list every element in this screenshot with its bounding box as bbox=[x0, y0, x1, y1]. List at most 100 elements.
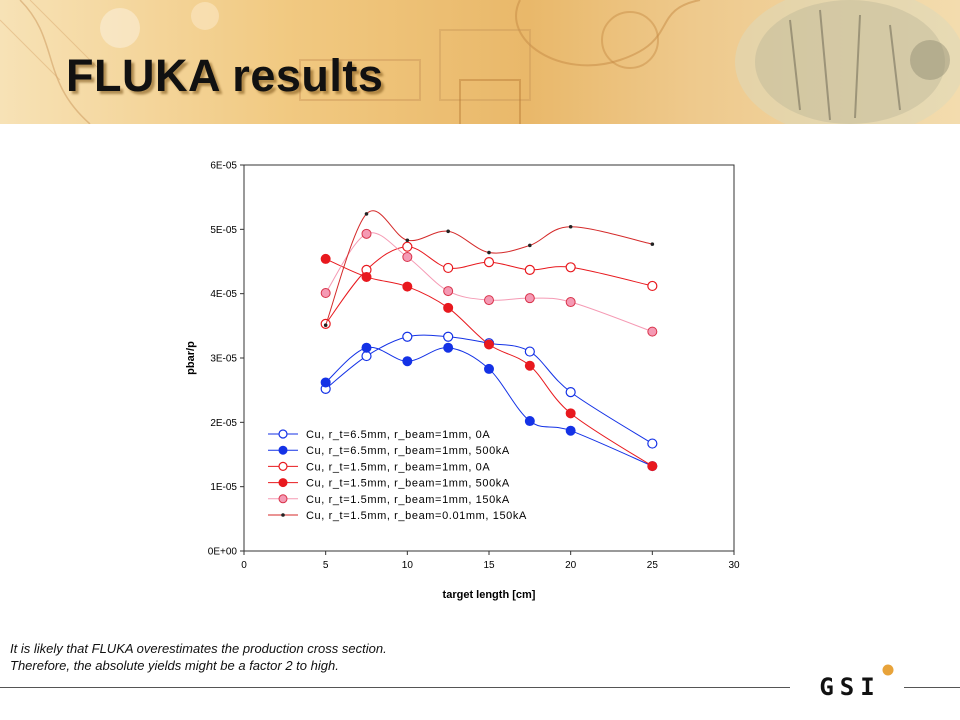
gsi-logo: GSI bbox=[819, 664, 894, 701]
data-point bbox=[483, 257, 495, 268]
footnote: It is likely that FLUKA overestimates th… bbox=[10, 640, 387, 674]
series-line bbox=[325, 334, 653, 444]
legend-label: Cu, r_t=1.5mm, r_beam=1mm, 150kA bbox=[306, 494, 510, 506]
y-tick-label: 6E-05 bbox=[210, 161, 237, 172]
x-tick-label: 10 bbox=[402, 560, 414, 571]
data-point bbox=[320, 253, 331, 264]
data-point bbox=[443, 302, 454, 313]
data-point bbox=[361, 271, 372, 282]
series-line bbox=[325, 210, 653, 326]
series-line bbox=[325, 232, 653, 333]
y-tick-label: 2E-05 bbox=[210, 418, 237, 429]
legend-item: Cu, r_t=1.5mm, r_beam=1mm, 500kA bbox=[268, 478, 510, 490]
data-point bbox=[278, 461, 288, 471]
footnote-line-1: It is likely that FLUKA overestimates th… bbox=[10, 641, 387, 656]
legend-label: Cu, r_t=6.5mm, r_beam=1mm, 0A bbox=[306, 429, 490, 441]
x-axis-label: target length [cm] bbox=[443, 589, 536, 601]
legend-label: Cu, r_t=1.5mm, r_beam=1mm, 500kA bbox=[306, 478, 510, 490]
y-tick-label: 4E-05 bbox=[210, 289, 237, 300]
legend-item: Cu, r_t=1.5mm, r_beam=0.01mm, 150kA bbox=[268, 510, 527, 522]
x-tick-label: 5 bbox=[323, 560, 329, 571]
footer-rule-right bbox=[904, 687, 960, 688]
data-point bbox=[323, 323, 328, 327]
x-tick-label: 25 bbox=[647, 560, 659, 571]
data-point bbox=[446, 229, 450, 234]
data-point bbox=[402, 241, 413, 252]
series-2 bbox=[320, 241, 658, 330]
data-point bbox=[565, 425, 576, 436]
fluka-chart: 0E+00 1E-05 2E-05 3E-05 4E-05 5E-05 6E-05 0 5 10… bbox=[185, 161, 740, 602]
data-point bbox=[443, 342, 454, 353]
data-point bbox=[443, 286, 454, 297]
data-point bbox=[402, 281, 413, 292]
series-4 bbox=[320, 228, 658, 337]
data-point bbox=[281, 513, 285, 517]
data-point bbox=[524, 360, 535, 371]
data-point bbox=[528, 243, 532, 248]
chart-legend: Cu, r_t=6.5mm, r_beam=1mm, 0A Cu, r_t=6.5… bbox=[268, 429, 527, 522]
data-point bbox=[402, 251, 413, 262]
data-point bbox=[361, 228, 372, 239]
y-tick-label: 3E-05 bbox=[210, 354, 237, 365]
chart-series bbox=[320, 210, 658, 472]
x-tick-label: 15 bbox=[483, 560, 495, 571]
data-point bbox=[484, 363, 494, 374]
y-tick-label: 5E-05 bbox=[210, 225, 237, 236]
data-point bbox=[568, 224, 573, 229]
data-point bbox=[361, 342, 372, 353]
data-point bbox=[278, 445, 288, 455]
data-point bbox=[320, 377, 331, 388]
legend-item: Cu, r_t=6.5mm, r_beam=1mm, 500kA bbox=[268, 445, 510, 457]
footer-rule-left bbox=[0, 687, 790, 688]
data-point bbox=[524, 293, 535, 304]
y-tick-label: 0E+00 bbox=[208, 547, 238, 558]
data-point bbox=[650, 242, 655, 246]
data-point bbox=[524, 346, 535, 357]
data-point bbox=[524, 264, 535, 275]
data-point bbox=[647, 280, 658, 292]
data-point bbox=[278, 429, 288, 439]
data-point bbox=[484, 295, 494, 306]
legend-item: Cu, r_t=1.5mm, r_beam=1mm, 150kA bbox=[268, 494, 510, 506]
series-5 bbox=[323, 210, 655, 327]
data-point bbox=[402, 331, 413, 342]
data-point bbox=[278, 478, 288, 488]
data-point bbox=[443, 331, 454, 342]
y-axis: 0E+00 1E-05 2E-05 3E-05 4E-05 5E-05 6E-05 bbox=[208, 161, 244, 558]
data-point bbox=[484, 339, 494, 350]
plot-area-border bbox=[243, 164, 735, 552]
legend-label: Cu, r_t=1.5mm, r_beam=1mm, 0A bbox=[306, 461, 490, 473]
header-banner bbox=[0, 0, 960, 124]
decorative-background bbox=[0, 0, 960, 124]
y-tick-label: 1E-05 bbox=[210, 482, 237, 493]
data-point bbox=[443, 262, 454, 274]
data-point bbox=[361, 350, 372, 362]
y-axis-label: pbar/p bbox=[185, 341, 197, 375]
data-point bbox=[565, 262, 576, 273]
x-tick-label: 30 bbox=[728, 560, 740, 571]
data-point bbox=[647, 461, 658, 472]
data-point bbox=[487, 250, 491, 255]
legend-item: Cu, r_t=6.5mm, r_beam=1mm, 0A bbox=[268, 429, 490, 441]
footnote-line-2: Therefore, the absolute yields might be … bbox=[10, 658, 339, 673]
x-tick-label: 20 bbox=[565, 560, 577, 571]
data-point bbox=[364, 212, 369, 216]
legend-item: Cu, r_t=1.5mm, r_beam=1mm, 0A bbox=[268, 461, 490, 473]
legend-label: Cu, r_t=6.5mm, r_beam=1mm, 500kA bbox=[306, 445, 510, 457]
data-point bbox=[565, 297, 576, 308]
data-point bbox=[278, 494, 288, 504]
data-point bbox=[565, 386, 576, 398]
data-point bbox=[405, 238, 410, 243]
x-axis: 0 5 10 15 20 25 30 bbox=[241, 551, 740, 571]
page-title: FLUKA results bbox=[66, 50, 384, 101]
x-tick-label: 0 bbox=[241, 560, 247, 571]
data-point bbox=[320, 288, 331, 299]
data-point bbox=[402, 356, 413, 367]
svg-text:GSI: GSI bbox=[819, 673, 880, 701]
series-3 bbox=[320, 253, 658, 472]
data-point bbox=[647, 326, 658, 337]
data-point bbox=[647, 438, 658, 449]
data-point bbox=[524, 416, 535, 427]
legend-label: Cu, r_t=1.5mm, r_beam=0.01mm, 150kA bbox=[306, 510, 527, 522]
data-point bbox=[565, 408, 576, 419]
